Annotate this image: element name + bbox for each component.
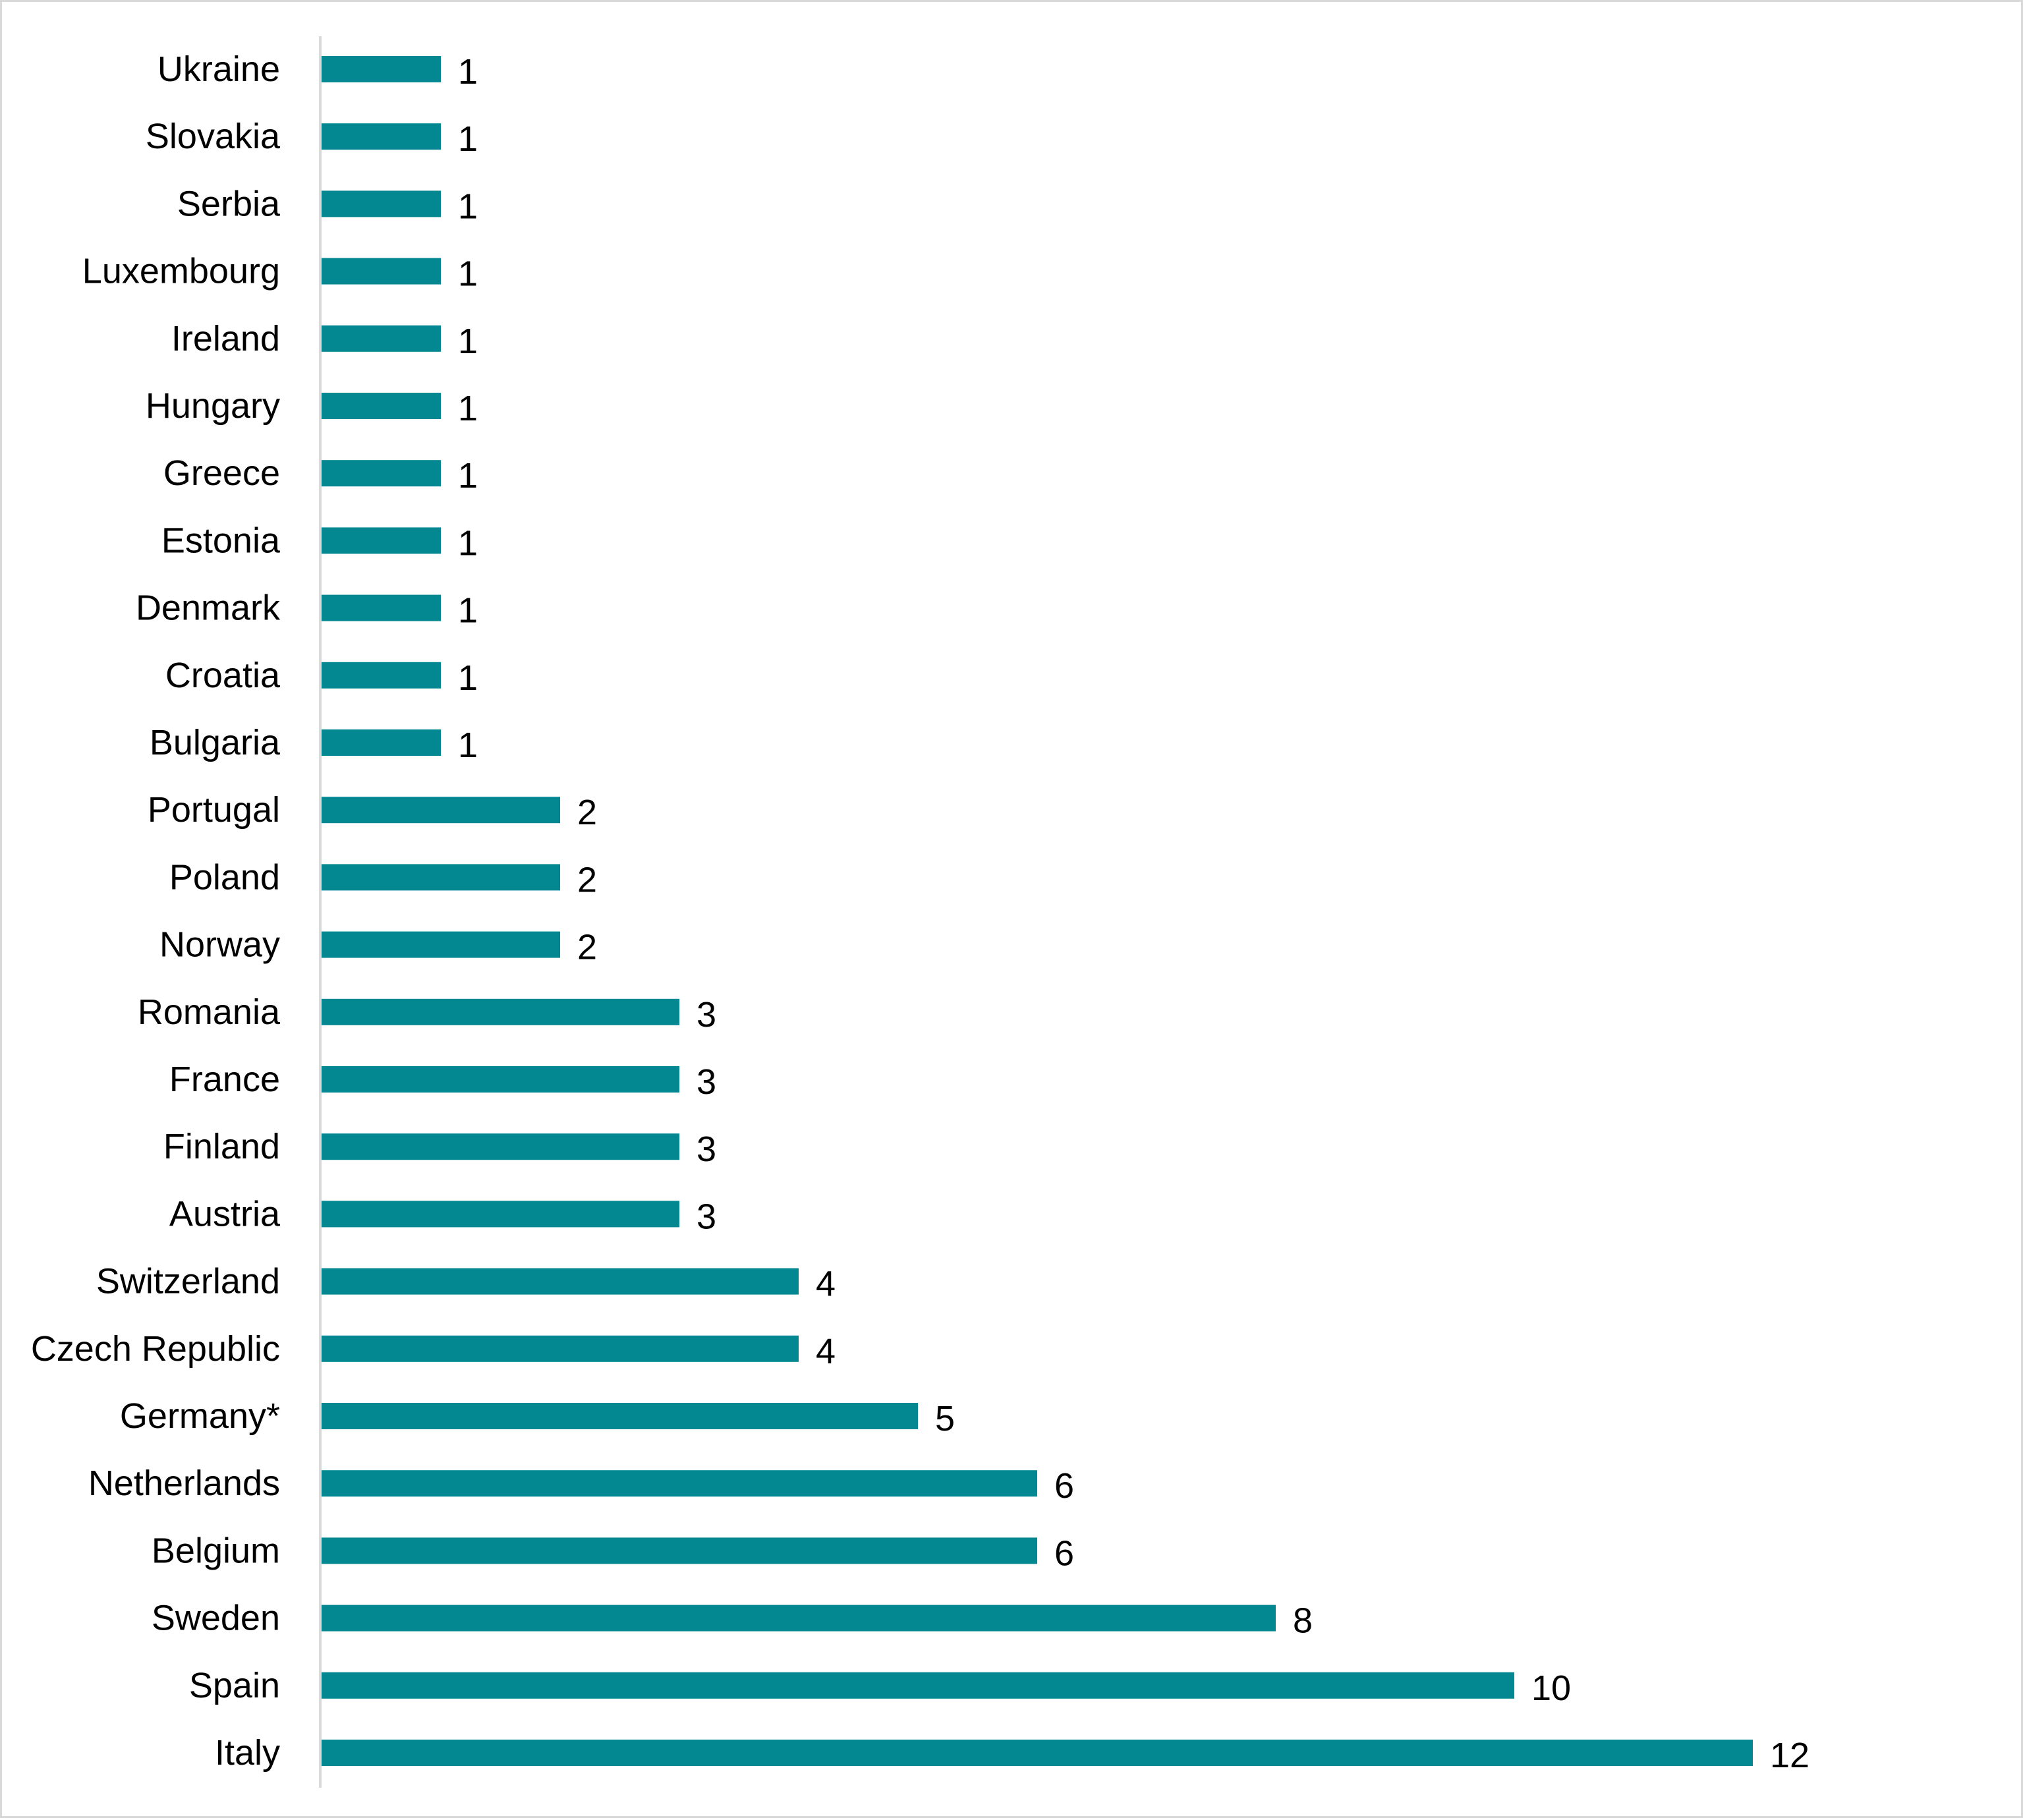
bar	[322, 1201, 679, 1228]
category-label: Austria	[169, 1194, 281, 1234]
bar	[322, 1403, 918, 1429]
category-label: Poland	[169, 857, 280, 897]
bar	[322, 864, 560, 891]
bar	[322, 662, 441, 689]
data-label: 2	[577, 860, 597, 899]
category-label: Luxembourg	[82, 252, 280, 291]
bar	[322, 1335, 799, 1362]
data-label: 1	[458, 456, 478, 496]
category-label: Italy	[215, 1733, 280, 1773]
data-label: 1	[458, 591, 478, 631]
bar	[322, 1537, 1037, 1564]
bar	[322, 1268, 799, 1295]
bar	[322, 393, 441, 419]
bar	[322, 325, 441, 352]
data-label: 8	[1293, 1601, 1313, 1641]
category-label: Portugal	[148, 790, 280, 830]
bar	[322, 56, 441, 82]
category-label: Slovakia	[146, 117, 281, 156]
bar	[322, 1740, 1753, 1766]
bar	[322, 527, 441, 554]
data-label: 4	[816, 1265, 836, 1304]
category-label: Serbia	[177, 184, 281, 223]
data-label: 1	[458, 322, 478, 361]
data-label: 12	[1770, 1736, 1809, 1775]
category-label: Germany*	[120, 1396, 280, 1436]
bar	[322, 258, 441, 285]
data-label: 3	[697, 1197, 716, 1236]
data-label: 2	[577, 793, 597, 832]
data-label: 3	[697, 1129, 716, 1169]
data-label: 1	[458, 725, 478, 765]
data-label: 1	[458, 389, 478, 428]
category-label: Switzerland	[96, 1262, 280, 1301]
data-label: 1	[458, 523, 478, 563]
data-label: 5	[935, 1399, 955, 1438]
data-label: 6	[1054, 1533, 1074, 1573]
category-label: Greece	[163, 453, 280, 493]
category-label: Bulgaria	[150, 723, 281, 762]
bar	[322, 1133, 679, 1160]
bar	[322, 1470, 1037, 1497]
data-label: 3	[697, 1062, 716, 1102]
bar	[322, 460, 441, 487]
data-label: 4	[816, 1332, 836, 1371]
data-label: 1	[458, 254, 478, 294]
bar	[322, 998, 679, 1025]
category-label: Finland	[163, 1127, 280, 1166]
category-label: Netherlands	[88, 1464, 280, 1503]
category-label: Sweden	[152, 1599, 280, 1638]
category-label: Croatia	[165, 656, 281, 695]
data-label: 1	[458, 186, 478, 226]
bar	[322, 797, 560, 824]
bar	[322, 594, 441, 621]
category-label: Hungary	[146, 386, 280, 426]
data-label: 1	[458, 658, 478, 698]
data-label: 10	[1531, 1668, 1571, 1708]
category-label: Estonia	[161, 521, 281, 560]
category-label: Romania	[138, 992, 281, 1032]
data-label: 2	[577, 928, 597, 967]
bar	[322, 190, 441, 217]
category-label: Denmark	[136, 588, 281, 628]
category-label: Spain	[189, 1666, 280, 1705]
data-label: 1	[458, 119, 478, 159]
bar	[322, 1605, 1276, 1632]
bar	[322, 123, 441, 150]
category-label: Ukraine	[157, 49, 280, 89]
data-label: 6	[1054, 1466, 1074, 1506]
bar	[322, 1672, 1514, 1699]
data-label: 1	[458, 52, 478, 92]
category-label: France	[169, 1060, 280, 1099]
data-label: 3	[697, 995, 716, 1035]
category-label: Ireland	[171, 319, 280, 358]
category-label: Belgium	[152, 1531, 280, 1570]
category-label: Norway	[159, 925, 280, 965]
bar	[322, 729, 441, 756]
bar	[322, 931, 560, 958]
category-label: Czech Republic	[31, 1329, 280, 1369]
bar	[322, 1066, 679, 1093]
